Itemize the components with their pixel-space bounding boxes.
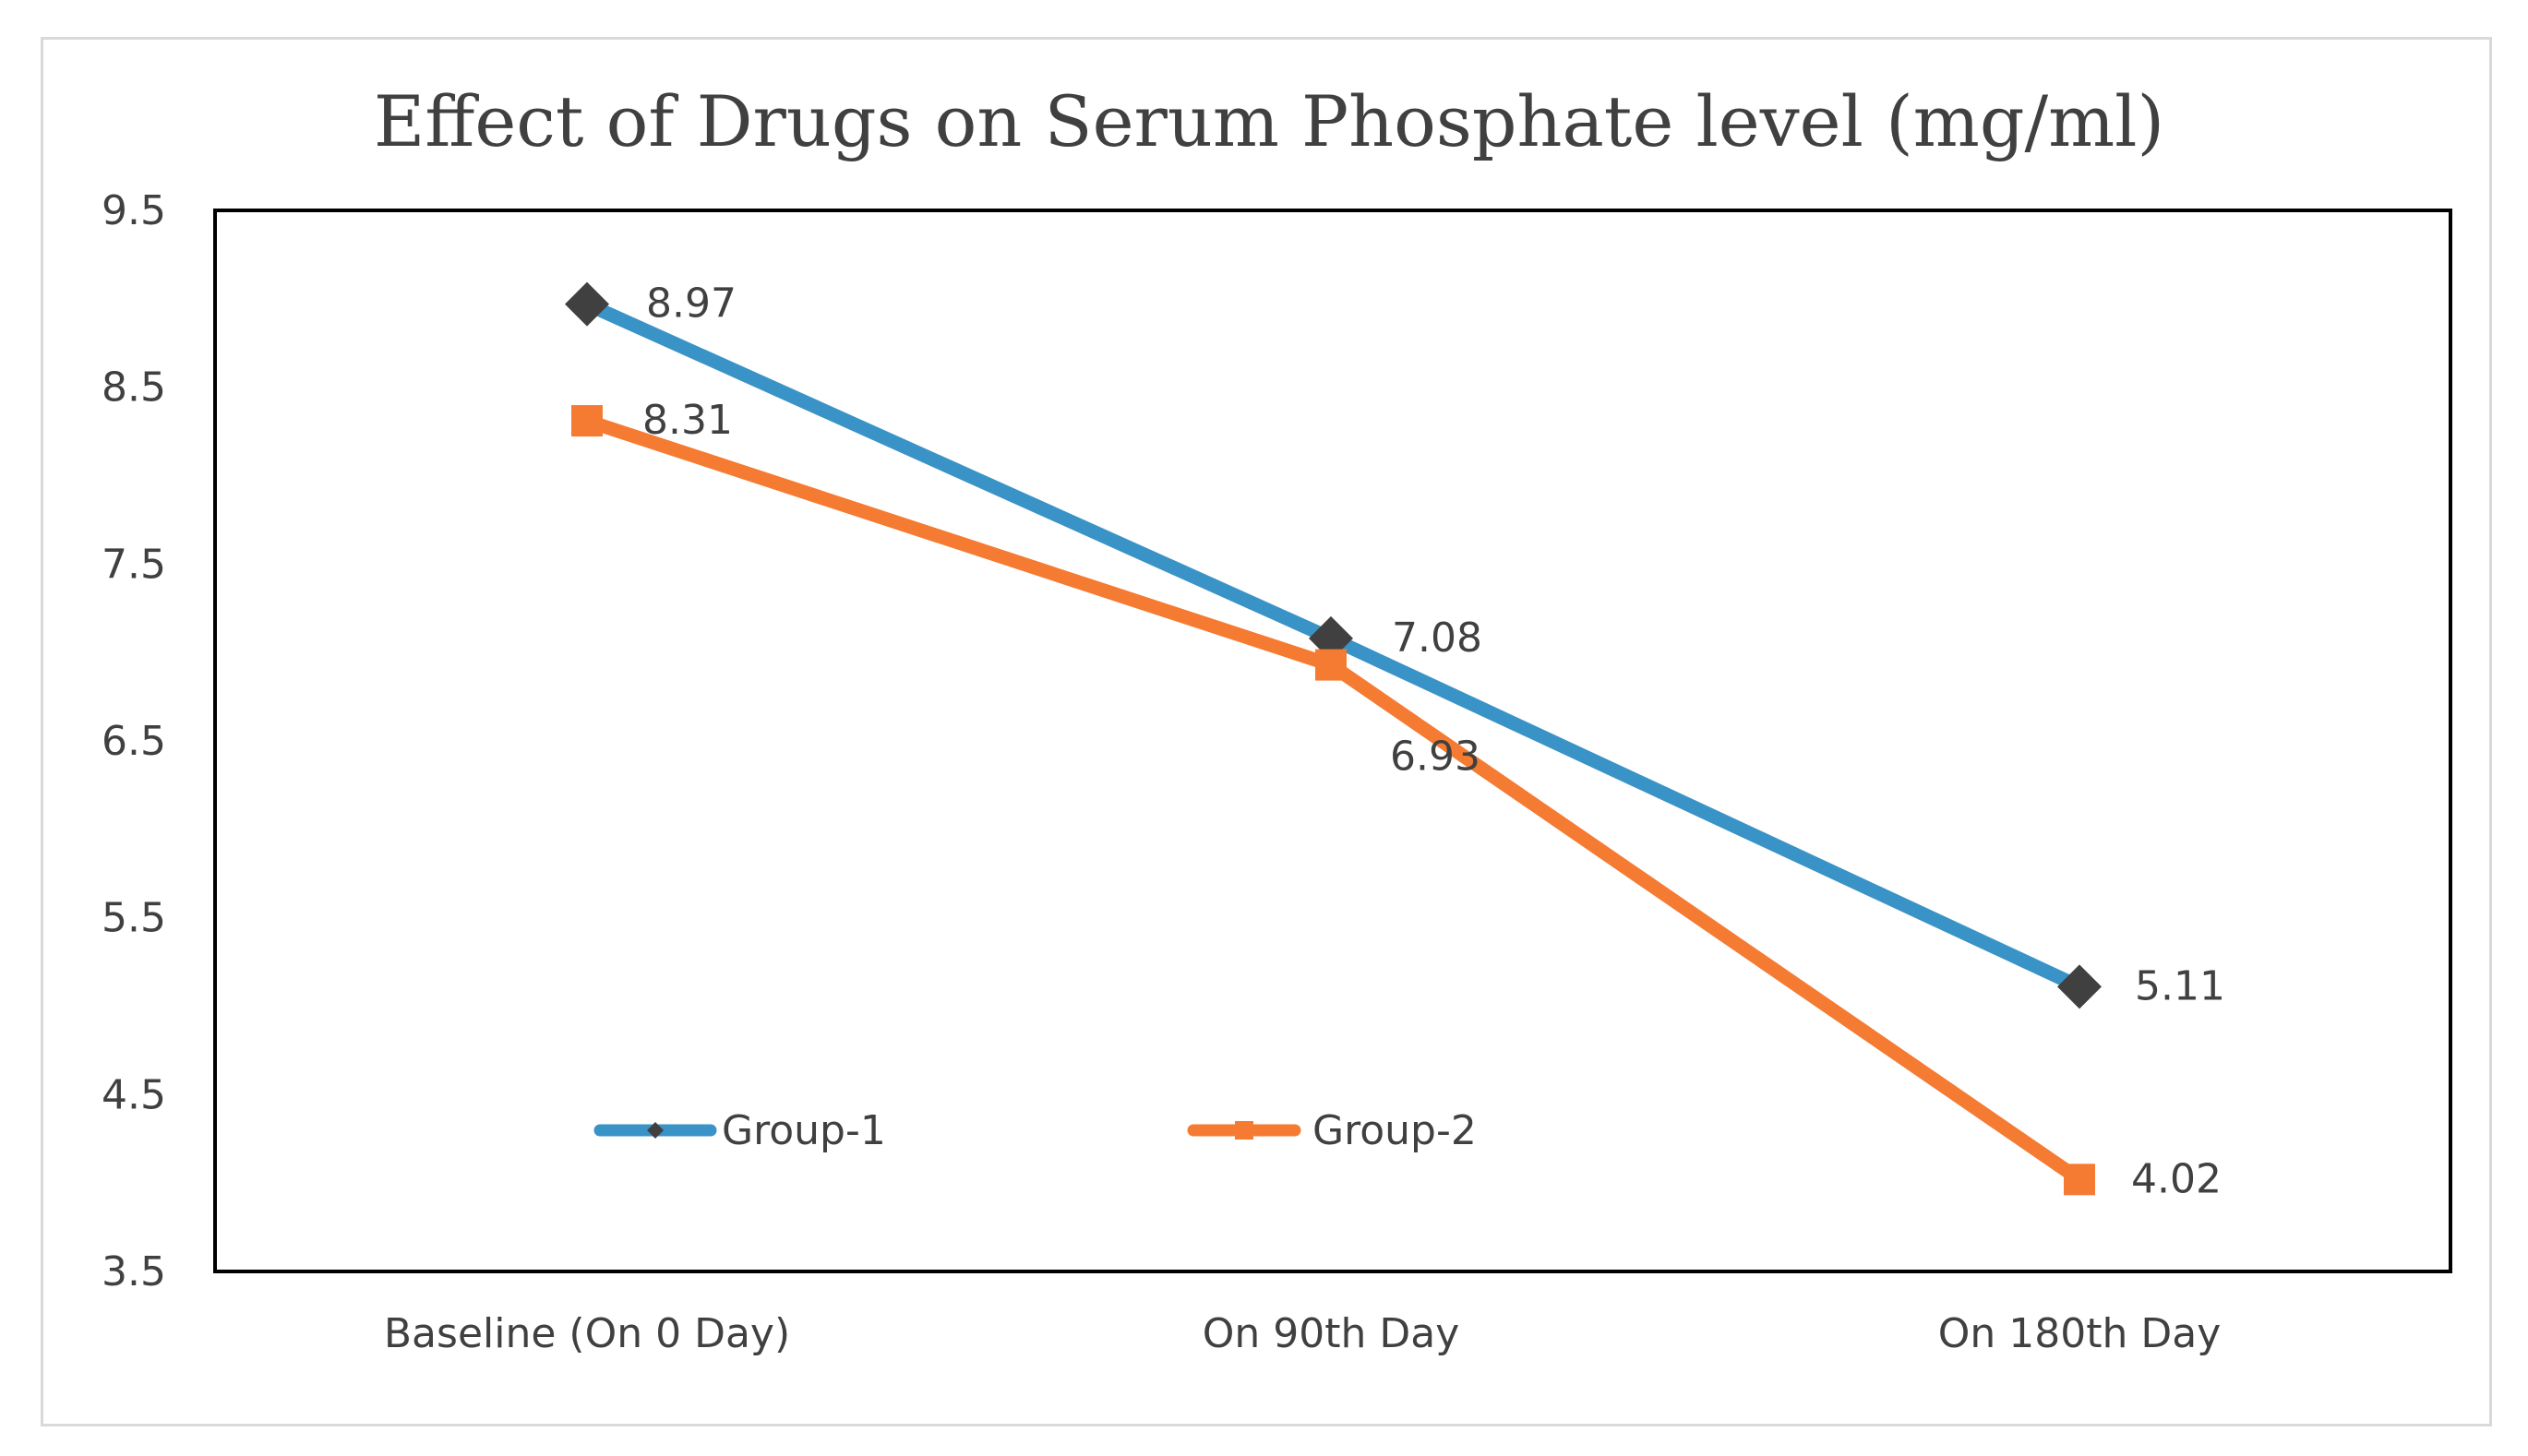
- y-tick-label: 3.5: [102, 1248, 166, 1295]
- legend-marker: [1235, 1121, 1253, 1140]
- data-labels: 8.97 7.08 5.11 8.31 6.93 4.02: [642, 280, 2225, 1203]
- legend-marker: [647, 1122, 664, 1139]
- data-label: 6.93: [1390, 734, 1480, 781]
- legend-item-group-2: Group-2: [1187, 1107, 1477, 1154]
- legend-item-group-1: Group-1: [593, 1107, 886, 1154]
- plot-area: [213, 209, 2452, 1273]
- data-label: 8.31: [642, 397, 733, 444]
- y-tick-label: 6.5: [102, 718, 166, 765]
- y-tick-label: 7.5: [102, 541, 166, 588]
- y-tick-label: 8.5: [102, 364, 166, 412]
- data-label: 7.08: [1392, 615, 1482, 662]
- data-label: 4.02: [2131, 1155, 2222, 1202]
- data-point-marker: [2064, 1164, 2095, 1196]
- y-tick-label: 5.5: [102, 895, 166, 942]
- legend: Group-1 Group-2: [593, 1107, 1477, 1154]
- data-point-marker: [571, 405, 603, 437]
- y-tick-label: 9.5: [102, 187, 166, 234]
- data-label: 5.11: [2135, 962, 2225, 1009]
- y-axis-ticks: 9.5 8.5 7.5 6.5 5.5 4.5 3.5: [102, 187, 166, 1295]
- data-point-marker: [565, 281, 609, 327]
- chart-title: Effect of Drugs on Serum Phosphate level…: [374, 80, 2164, 162]
- data-point-marker: [2057, 964, 2102, 1009]
- series-markers: [565, 281, 2102, 1196]
- x-category-label: On 90th Day: [1203, 1310, 1460, 1357]
- x-category-label: Baseline (On 0 Day): [384, 1310, 790, 1357]
- y-tick-label: 4.5: [102, 1071, 166, 1118]
- data-label: 8.97: [646, 280, 737, 328]
- x-axis-categories: Baseline (On 0 Day) On 90th Day On 180th D…: [384, 1310, 2221, 1357]
- x-category-label: On 180th Day: [1938, 1310, 2222, 1357]
- legend-label: Group-1: [722, 1107, 886, 1154]
- data-point-marker: [1315, 649, 1347, 681]
- legend-label: Group-2: [1312, 1107, 1477, 1154]
